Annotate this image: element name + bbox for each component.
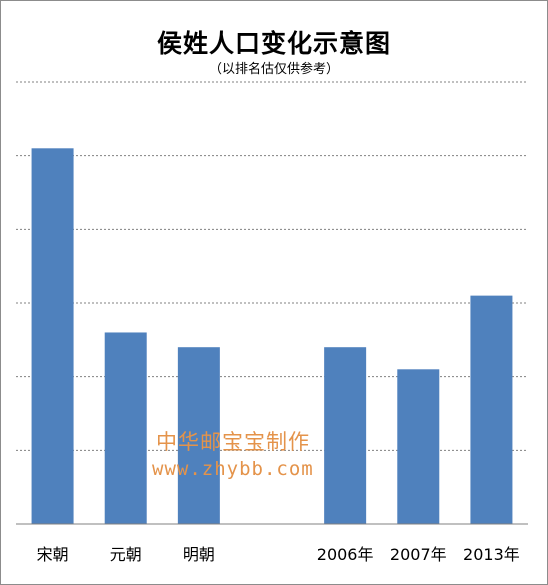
watermark-text: 中华邮宝宝制作 [156,430,310,454]
bars [31,148,513,525]
chart-subtitle: （以排名估仅供参考） [208,62,339,77]
x-tick-label: 宋朝 [37,545,69,564]
x-tick-label: 2013年 [463,545,520,564]
x-tick-label: 明朝 [183,545,215,564]
x-tick-labels: 宋朝 元朝 明朝 2006年 2007年 2013年 [37,545,520,564]
bar [31,148,74,525]
bar [470,295,513,524]
watermark-url: www.zhybb.com [152,458,314,480]
bar [324,347,367,524]
bar [177,347,220,524]
x-tick-label: 2007年 [390,545,447,564]
bar [104,332,147,524]
x-tick-label: 2006年 [317,545,374,564]
chart-title: 侯姓人口变化示意图 [156,29,391,58]
bar [397,369,440,524]
x-tick-label: 元朝 [110,545,142,564]
gridlines [16,81,528,451]
